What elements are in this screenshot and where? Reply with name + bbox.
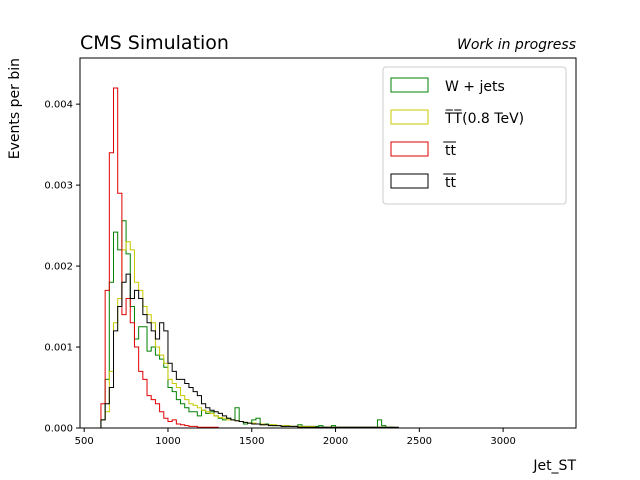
- legend-label: t̅t̅: [442, 173, 456, 191]
- y-tick-label: 0.001: [44, 343, 73, 354]
- chart-title: CMS Simulation: [80, 32, 229, 54]
- x-axis-ticks: 500 1000 1500 2000 2500 3000: [75, 428, 516, 447]
- legend-label: T̅T̅(0.8 TeV): [444, 109, 524, 127]
- series-line-3: [100, 273, 399, 428]
- y-tick-label: 0.000: [44, 424, 73, 435]
- legend-swatch: [390, 173, 429, 189]
- x-tick-label: 500: [75, 436, 94, 447]
- x-tick-label: 1500: [239, 436, 264, 447]
- legend-swatch: [390, 109, 429, 125]
- x-axis-title: Jet_ST: [532, 458, 576, 474]
- legend-swatch: [390, 141, 429, 157]
- legend-items: W + jets T̅T̅(0.8 TeV) t̅t̅ t̅t̅: [390, 77, 524, 191]
- legend-label: W + jets: [445, 79, 505, 95]
- x-tick-label: 2500: [407, 436, 432, 447]
- y-axis-ticks: 0.000 0.001 0.002 0.003 0.004: [44, 100, 80, 435]
- y-tick-label: 0.003: [44, 181, 73, 192]
- legend: W + jets T̅T̅(0.8 TeV) t̅t̅ t̅t̅: [382, 66, 567, 205]
- y-tick-label: 0.004: [44, 100, 73, 111]
- x-tick-label: 1000: [155, 436, 180, 447]
- legend-label: t̅t̅: [442, 141, 456, 159]
- legend-swatch: [390, 77, 429, 93]
- y-tick-label: 0.002: [44, 262, 73, 273]
- x-tick-label: 3000: [490, 436, 515, 447]
- y-axis-title: Events per bin: [7, 58, 23, 159]
- x-tick-label: 2000: [323, 436, 348, 447]
- legend-frame: [382, 66, 567, 205]
- plot-frame: [79, 57, 577, 429]
- chart-subtitle: Work in progress: [457, 37, 576, 53]
